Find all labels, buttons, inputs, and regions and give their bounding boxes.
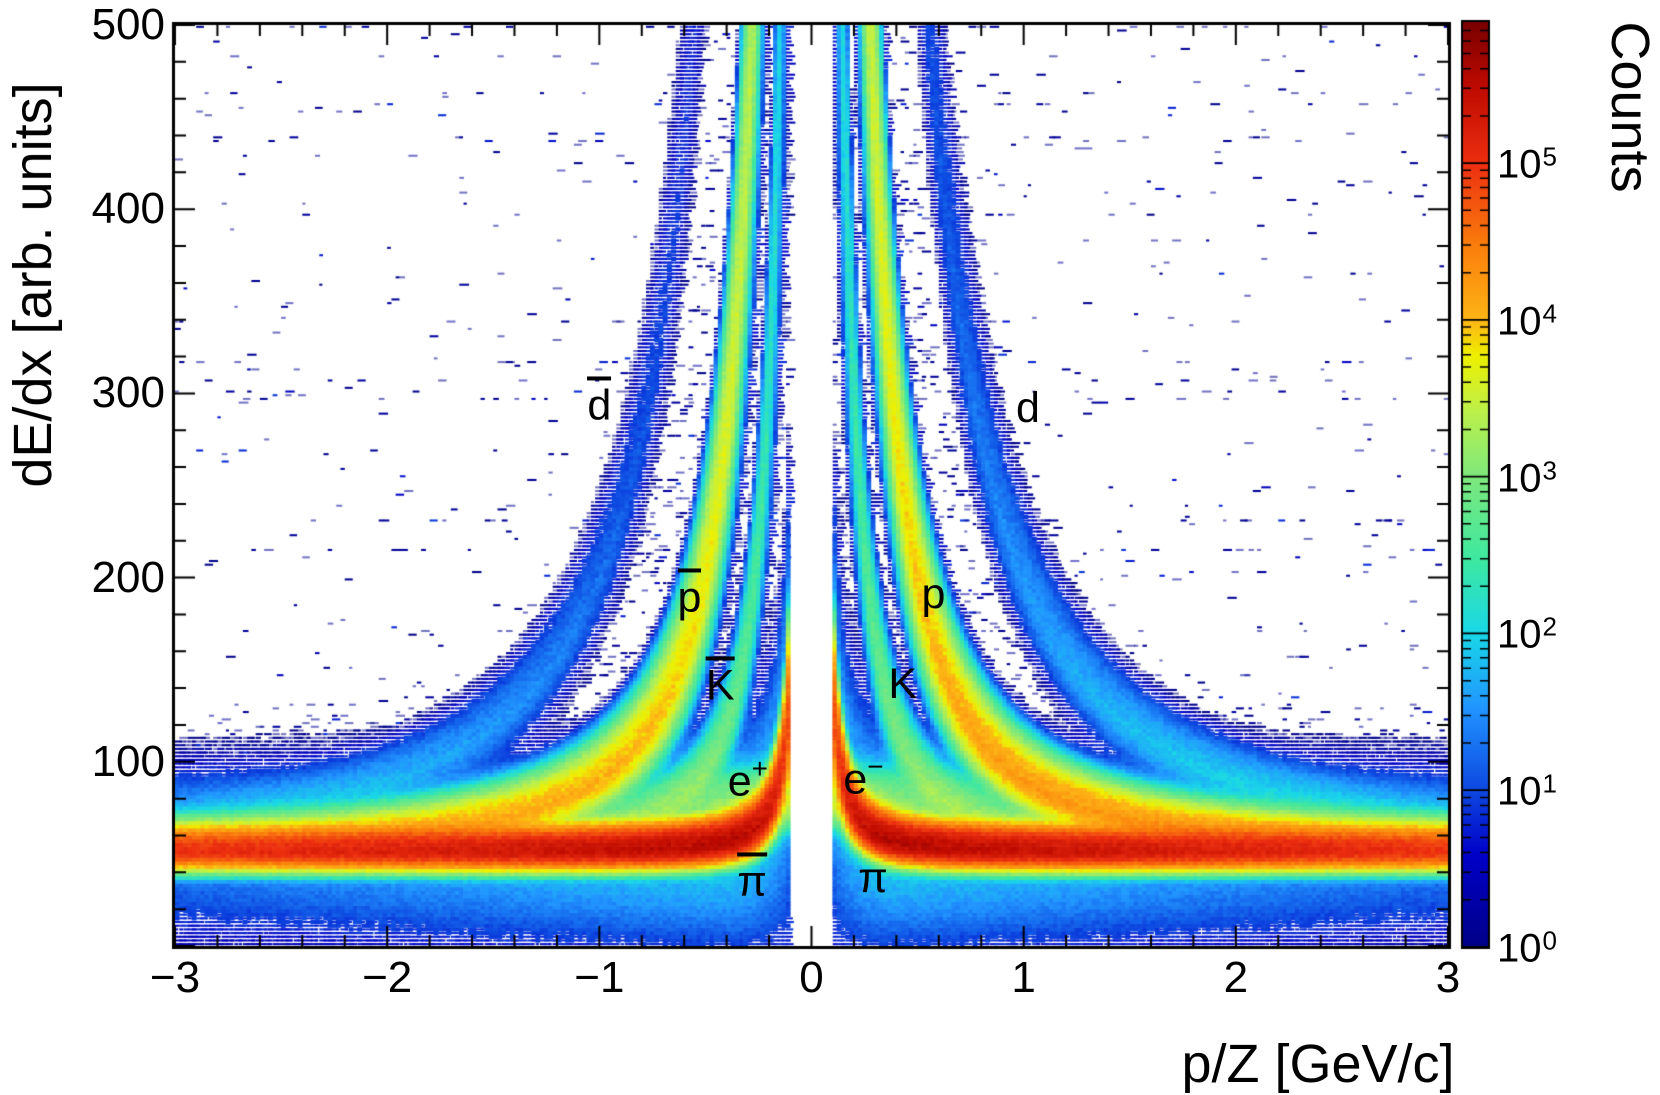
particle-label-anti-π: π xyxy=(737,852,767,903)
y-tick-label: 100 xyxy=(91,736,165,786)
particle-label-e-minus: e− xyxy=(843,751,884,804)
particle-label-anti-d: d xyxy=(587,376,612,428)
particle-label-anti-p: p xyxy=(677,568,702,619)
colorbar-tick-label: 105 xyxy=(1497,141,1557,187)
x-tick-label: 1 xyxy=(1011,953,1036,1002)
colorbar-tick-label: 102 xyxy=(1497,611,1557,658)
colorbar-tick-label: 103 xyxy=(1497,454,1557,501)
y-tick-label: 200 xyxy=(91,552,165,602)
colorbar-tick-label: 100 xyxy=(1497,925,1557,971)
colorbar-tick-label: 101 xyxy=(1497,768,1557,814)
x-tick-label: 2 xyxy=(1223,953,1249,1002)
x-axis-title: p/Z [GeV/c] xyxy=(1181,1034,1455,1094)
particle-label-K: K xyxy=(888,660,918,709)
x-tick-label: −3 xyxy=(149,953,201,1002)
y-axis-title: dE/dx [arb. units] xyxy=(3,82,63,488)
particle-label-p: p xyxy=(921,569,946,618)
y-tick-label: 400 xyxy=(91,184,165,234)
particle-label-d: d xyxy=(1015,383,1040,432)
particle-label-e-plus: e+ xyxy=(727,753,768,806)
colorbar-tick-label: 104 xyxy=(1497,298,1557,344)
x-tick-label: 0 xyxy=(799,953,824,1002)
y-tick-label: 500 xyxy=(91,0,165,49)
y-tick-label: 300 xyxy=(91,368,165,418)
particle-label-π: π xyxy=(858,853,888,902)
colorbar-title: Counts xyxy=(1600,21,1660,193)
x-tick-label: 3 xyxy=(1435,953,1461,1002)
particle-label-anti-K: K xyxy=(705,656,735,708)
x-tick-label: −1 xyxy=(574,953,625,1002)
x-tick-label: −2 xyxy=(362,953,413,1002)
